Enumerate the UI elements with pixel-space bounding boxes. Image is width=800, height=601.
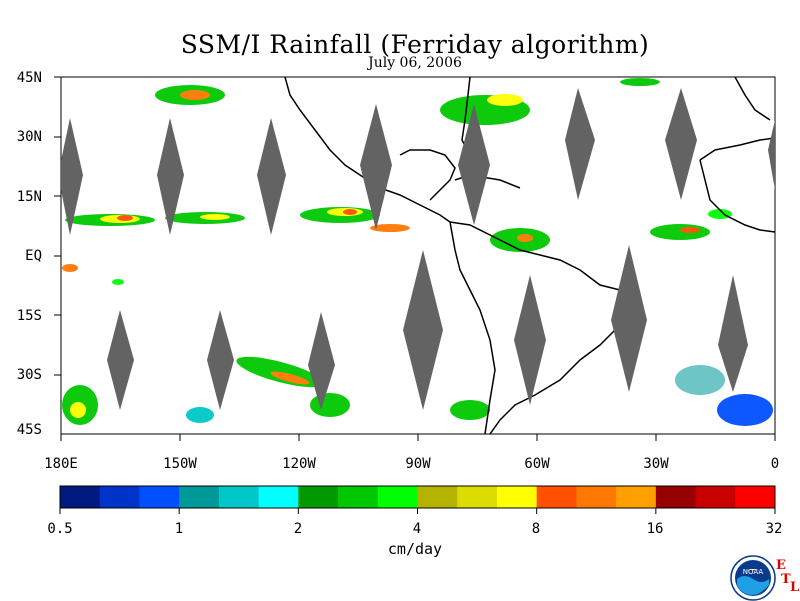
map-date: July 06, 2006 <box>368 55 462 71</box>
lon-label-120w: 120W <box>282 456 316 472</box>
colorbar-swatch <box>338 486 379 508</box>
lon-label-30w: 30W <box>643 456 669 472</box>
etl-letter-e: E <box>776 558 786 573</box>
colorbar-swatch <box>457 486 498 508</box>
lat-label-15n: 15N <box>16 189 42 205</box>
lat-label-45s: 45S <box>16 422 42 438</box>
noaa-logo: NOAA <box>730 555 776 601</box>
colorbar-swatch <box>536 486 577 508</box>
colorbar-swatch <box>735 486 776 508</box>
colorbar-label-0-5: 0.5 <box>47 521 73 537</box>
colorbar-swatch <box>218 486 260 508</box>
colorbar-swatch <box>496 486 538 508</box>
colorbar-swatch <box>616 486 657 508</box>
noaa-logo-text: NOAA <box>743 568 764 576</box>
etl-letter-t: T <box>781 572 791 587</box>
colorbar-label-2: 2 <box>293 521 303 537</box>
colorbar-swatch <box>417 486 458 508</box>
colorbar-swatch <box>60 486 101 508</box>
map-title: SSM/I Rainfall (Ferriday algorithm) <box>180 30 650 59</box>
lon-label-150w: 150W <box>163 456 197 472</box>
lat-label-45n: 45N <box>16 70 42 86</box>
lat-label-30n: 30N <box>16 129 42 145</box>
colorbar-label-4: 4 <box>412 521 422 537</box>
rain-areas <box>62 78 773 426</box>
colorbar-label-1: 1 <box>174 521 184 537</box>
colorbar-swatch <box>298 486 339 508</box>
colorbar-swatch <box>655 486 697 508</box>
lat-label-15s: 15S <box>16 308 42 324</box>
lon-label-90w: 90W <box>405 456 431 472</box>
colorbar-label-16: 16 <box>646 521 664 537</box>
lon-label-180e: 180E <box>44 456 78 472</box>
colorbar-swatch <box>99 486 140 508</box>
colorbar-label-8: 8 <box>531 521 541 537</box>
colorbar-swatch <box>377 486 418 508</box>
colorbar-swatch <box>695 486 736 508</box>
colorbar-swatch <box>139 486 180 508</box>
lon-label-60w: 60W <box>524 456 550 472</box>
colorbar-label-32: 32 <box>765 521 783 537</box>
lon-label-0: 0 <box>770 456 780 472</box>
colorbar-swatch <box>576 486 617 508</box>
lat-label-30s: 30S <box>16 367 42 383</box>
swath-gaps <box>61 88 775 410</box>
lat-label-eq: EQ <box>25 248 42 264</box>
etl-letter-l: L <box>790 580 800 595</box>
axis-ticks <box>54 76 776 441</box>
colorbar-swatch <box>258 486 299 508</box>
colorbar-swatch <box>179 486 220 508</box>
colorbar-units: cm/day <box>387 540 443 558</box>
